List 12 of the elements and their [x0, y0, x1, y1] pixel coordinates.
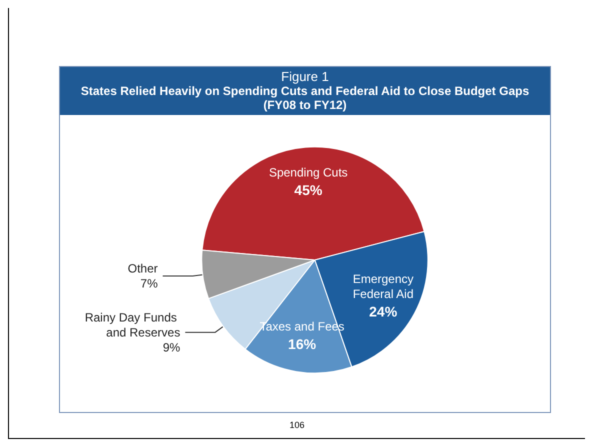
slice-label: Other [128, 262, 158, 276]
slice-label: Emergency Federal Aid [352, 272, 414, 302]
slice-label: Rainy Day Funds and Reserves [84, 310, 180, 340]
data-label: 7% [140, 276, 158, 291]
chart-title: Figure 1 [280, 69, 330, 84]
data-label: 24% [369, 304, 398, 320]
text: 106 [288, 420, 306, 430]
data-label: 45% [294, 182, 323, 198]
data-label: 9% [162, 340, 181, 354]
data-label: 16% [288, 336, 317, 352]
slice-label: Spending Cuts [268, 166, 348, 180]
chart-subtitle: States Relied Heavily on Spending Cuts and Federal Aid to Close Budget Gaps (FY08 to FY12) [80, 84, 530, 112]
